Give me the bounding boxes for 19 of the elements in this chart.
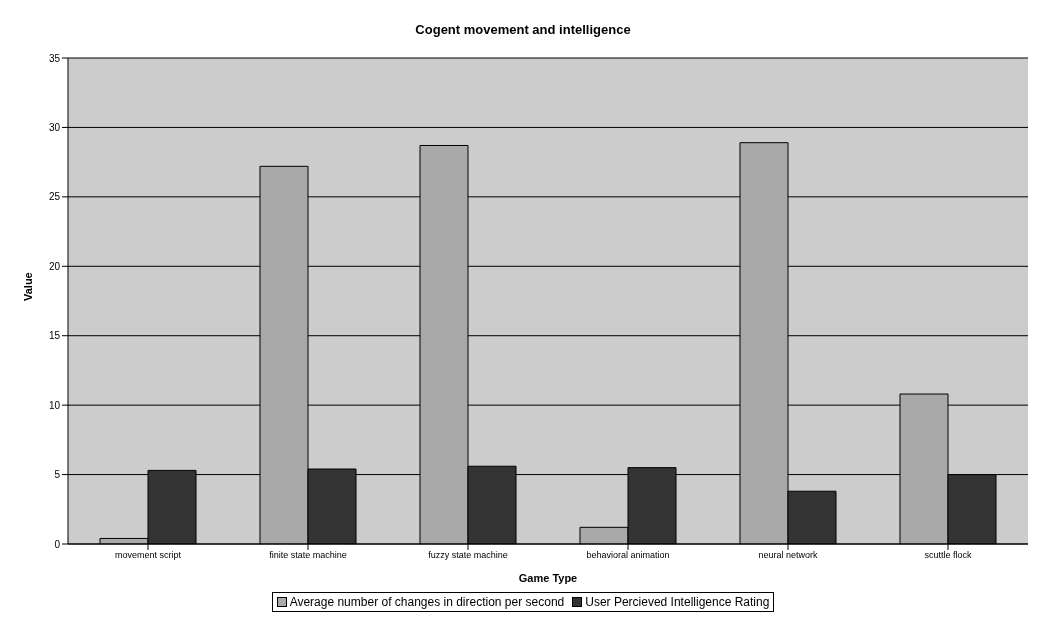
y-tick-label: 35 bbox=[48, 52, 61, 64]
legend-label: User Percieved Intelligence Rating bbox=[584, 595, 770, 609]
x-tick-label: finite state machine bbox=[269, 550, 347, 561]
y-tick-label: 20 bbox=[48, 260, 61, 272]
y-tick-label: 10 bbox=[48, 399, 61, 411]
y-tick-label: 15 bbox=[48, 330, 61, 342]
legend-label: Average number of changes in direction per second bbox=[288, 595, 565, 609]
x-tick-label: neural network bbox=[758, 550, 819, 561]
chart-title: Cogent movement and intelligence bbox=[414, 21, 632, 39]
x-tick-label: behavioral animation bbox=[586, 550, 670, 561]
y-axis-title: Value bbox=[21, 272, 34, 301]
y-tick-label: 5 bbox=[54, 469, 61, 481]
y-tick-label: 25 bbox=[48, 191, 61, 203]
y-tick-label: 30 bbox=[48, 121, 61, 133]
x-tick-label: scuttle flock bbox=[924, 550, 972, 561]
y-tick-label: 0 bbox=[54, 538, 61, 550]
x-tick-label: movement script bbox=[114, 550, 182, 561]
x-tick-label: fuzzy state machine bbox=[428, 550, 508, 561]
x-axis-title: Game Type bbox=[518, 572, 578, 584]
